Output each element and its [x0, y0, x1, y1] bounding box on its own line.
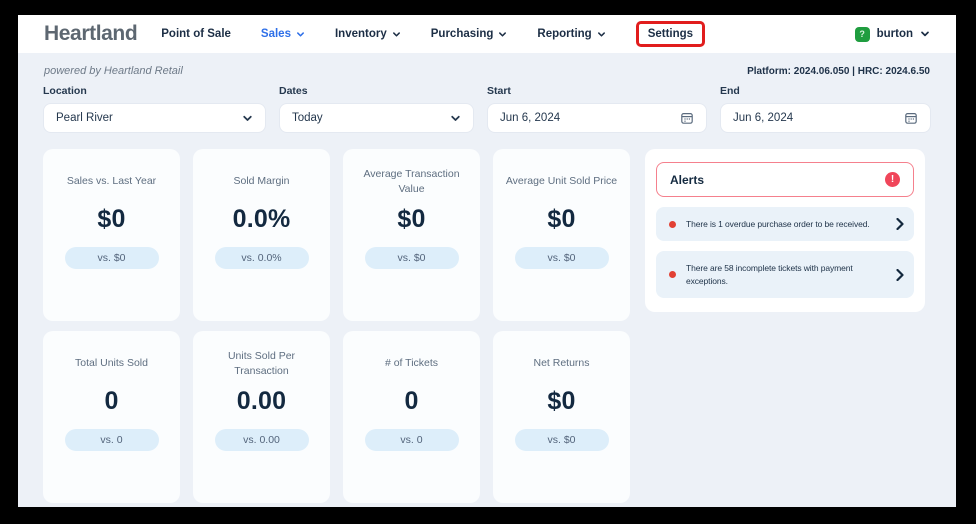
nav-sales[interactable]: Sales: [261, 28, 305, 40]
calendar-icon: [905, 112, 917, 124]
start-date-input[interactable]: Jun 6, 2024: [487, 103, 707, 133]
metric-comparison-pill: vs. $0: [64, 247, 159, 269]
alert-warning-icon: !: [885, 172, 900, 187]
alert-item-overdue-po[interactable]: There is 1 overdue purchase order to be …: [656, 207, 914, 242]
chevron-right-icon: [896, 218, 904, 231]
app-window: Heartland Point of Sale Sales Inventory …: [18, 15, 956, 507]
dates-label: Dates: [279, 85, 308, 97]
metric-card-number-of-tickets: # of Tickets 0 vs. 0: [343, 331, 480, 503]
metric-value: $0: [547, 205, 576, 233]
chevron-down-icon: [597, 31, 605, 37]
version-info: Platform: 2024.06.050 | HRC: 2024.6.50: [747, 66, 930, 77]
alert-item-incomplete-tickets[interactable]: There are 58 incomplete tickets with pay…: [656, 251, 914, 298]
end-date-label: End: [720, 85, 740, 97]
metric-value: 0: [104, 387, 119, 415]
chevron-down-icon: [921, 31, 929, 37]
metric-title: Units Sold Per Transaction: [227, 349, 296, 377]
nav-purchasing-label: Purchasing: [430, 28, 494, 40]
user-menu[interactable]: ? burton: [854, 26, 930, 42]
metric-comparison-pill: vs. $0: [514, 429, 609, 451]
metric-value: $0: [547, 387, 576, 415]
alerts-header: Alerts !: [656, 162, 914, 197]
start-date-label: Start: [487, 85, 511, 97]
user-avatar: ?: [854, 26, 870, 42]
alerts-panel: Alerts ! There is 1 overdue purchase ord…: [645, 149, 925, 312]
nav-point-of-sale-label: Point of Sale: [161, 28, 231, 40]
metric-title: # of Tickets: [384, 357, 439, 370]
metric-value: $0: [97, 205, 126, 233]
metric-comparison-pill: vs. $0: [514, 247, 609, 269]
subheader: powered by Heartland Retail Platform: 20…: [18, 53, 956, 77]
metric-value: 0.00: [236, 387, 287, 415]
location-value: Pearl River: [56, 112, 113, 124]
nav-purchasing[interactable]: Purchasing: [431, 28, 508, 40]
nav-inventory-label: Inventory: [334, 28, 387, 40]
start-date-value: Jun 6, 2024: [500, 112, 561, 124]
metrics-grid: Sales vs. Last Year $0 vs. $0 Sold Margi…: [43, 149, 630, 503]
metric-card-total-units-sold: Total Units Sold 0 vs. 0: [43, 331, 180, 503]
chevron-down-icon: [392, 31, 400, 37]
metric-title: Average Unit Sold Price: [505, 175, 618, 188]
alert-text: There is 1 overdue purchase order to be …: [686, 219, 870, 229]
dates-select[interactable]: Today: [279, 103, 474, 133]
metric-comparison-pill: vs. 0: [64, 429, 159, 451]
main-content: Sales vs. Last Year $0 vs. $0 Sold Margi…: [18, 133, 956, 503]
chevron-down-icon: [499, 31, 507, 37]
nav-settings[interactable]: Settings: [648, 28, 693, 40]
metric-title: Average Transaction Value: [363, 167, 460, 195]
nav-point-of-sale[interactable]: Point of Sale: [161, 28, 231, 40]
metric-title: Net Returns: [533, 357, 590, 370]
settings-highlight-box: Settings: [635, 21, 706, 47]
chevron-down-icon: [297, 31, 304, 37]
nav-reporting[interactable]: Reporting: [537, 28, 605, 40]
metric-card-average-transaction-value: Average Transaction Value $0 vs. $0: [343, 149, 480, 321]
dates-value: Today: [292, 112, 323, 124]
user-name: burton: [876, 28, 913, 40]
location-select[interactable]: Pearl River: [43, 103, 266, 133]
location-label: Location: [43, 85, 87, 97]
alert-text: There are 58 incomplete tickets with pay…: [686, 263, 853, 286]
chevron-down-icon: [451, 115, 460, 121]
nav-sales-label: Sales: [260, 28, 291, 40]
metric-value: $0: [397, 205, 426, 233]
end-date-value: Jun 6, 2024: [733, 112, 794, 124]
alert-dot-icon: [669, 220, 676, 228]
metric-card-units-sold-per-transaction: Units Sold Per Transaction 0.00 vs. 0.00: [193, 331, 330, 503]
nav-links: Point of Sale Sales Inventory Purchasing…: [161, 21, 706, 47]
alert-dot-icon: [669, 271, 676, 279]
metric-comparison-pill: vs. 0.0%: [214, 247, 309, 269]
alerts-title: Alerts: [670, 172, 705, 187]
metric-title: Sold Margin: [233, 175, 290, 188]
filters-row: Location Pearl River Dates Today Start J…: [18, 77, 956, 133]
metric-card-sold-margin: Sold Margin 0.0% vs. 0.0%: [193, 149, 330, 321]
top-navbar: Heartland Point of Sale Sales Inventory …: [18, 15, 956, 53]
metric-comparison-pill: vs. 0: [364, 429, 459, 451]
heartland-logo: Heartland: [44, 22, 138, 45]
nav-reporting-label: Reporting: [537, 28, 592, 40]
metric-title: Sales vs. Last Year: [66, 175, 157, 188]
metric-value: 0: [404, 387, 419, 415]
chevron-down-icon: [243, 115, 252, 121]
metric-title: Total Units Sold: [75, 357, 148, 370]
nav-inventory[interactable]: Inventory: [335, 28, 401, 40]
chevron-right-icon: [896, 268, 904, 281]
end-date-input[interactable]: Jun 6, 2024: [720, 103, 931, 133]
metric-comparison-pill: vs. $0: [364, 247, 459, 269]
metric-comparison-pill: vs. 0.00: [214, 429, 309, 451]
calendar-icon: [681, 112, 693, 124]
metric-card-net-returns: Net Returns $0 vs. $0: [493, 331, 630, 503]
metric-value: 0.0%: [232, 205, 291, 233]
metric-card-average-unit-sold-price: Average Unit Sold Price $0 vs. $0: [493, 149, 630, 321]
nav-settings-label: Settings: [647, 28, 694, 40]
metric-card-sales-vs-last-year: Sales vs. Last Year $0 vs. $0: [43, 149, 180, 321]
powered-by-text: powered by Heartland Retail: [44, 65, 183, 77]
